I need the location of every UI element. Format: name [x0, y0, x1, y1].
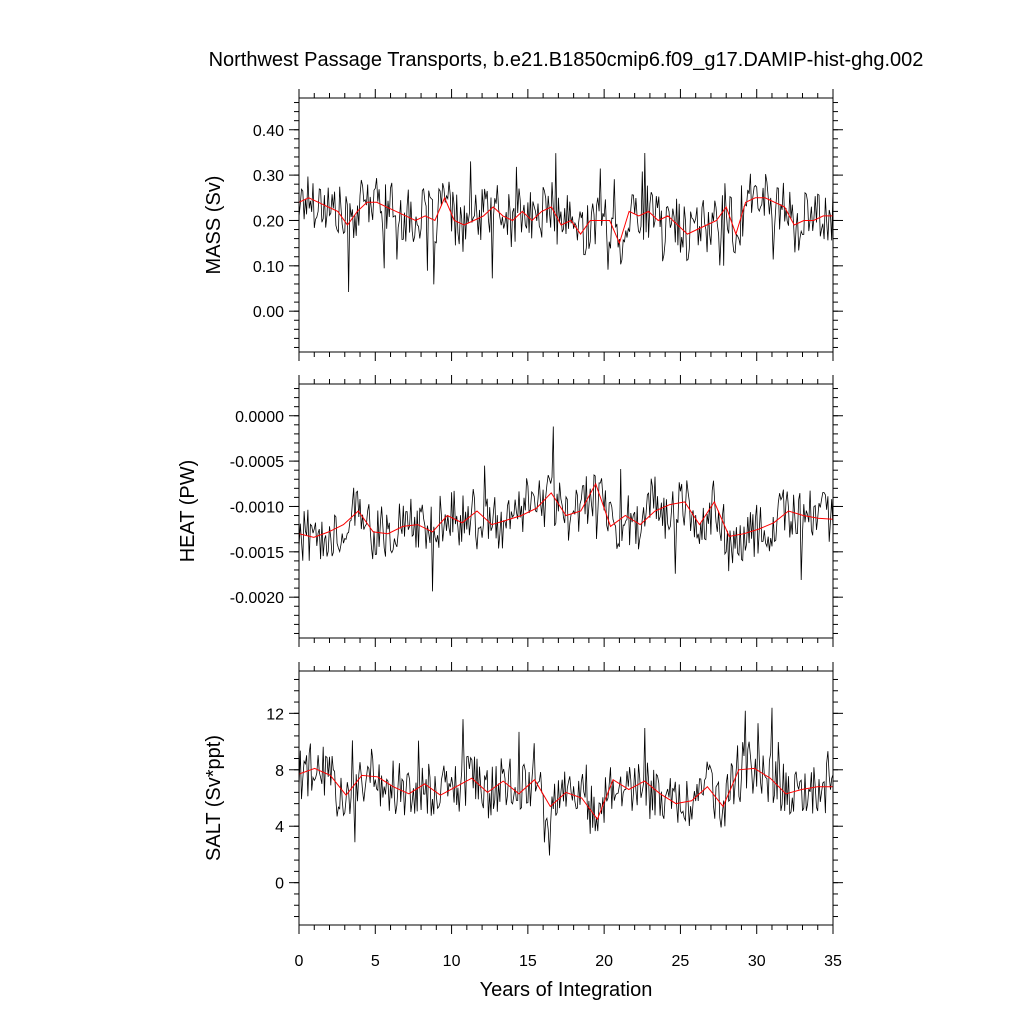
- y-axis-label: SALT (Sv*ppt): [203, 735, 225, 861]
- annual-mean-line: [299, 767, 833, 821]
- plot-frame: [298, 97, 834, 353]
- y-tick-label: -0.0020: [230, 590, 284, 607]
- y-tick-label: 12: [266, 706, 284, 723]
- monthly-series-line: [299, 707, 833, 856]
- y-tick-label: -0.0005: [230, 454, 284, 471]
- y-tick-label: -0.0010: [230, 499, 284, 516]
- chart-title: Northwest Passage Transports, b.e21.B185…: [209, 49, 924, 71]
- x-tick-label: 10: [443, 953, 461, 970]
- monthly-series-line: [299, 426, 833, 592]
- plot-frame: [298, 670, 834, 926]
- x-tick-label: 5: [371, 953, 380, 970]
- y-tick-label: 0: [275, 876, 284, 893]
- x-axis-label: Years of Integration: [480, 979, 653, 1001]
- y-tick-label: 0.10: [253, 259, 284, 276]
- annual-mean-line: [299, 482, 833, 538]
- y-axis-label: HEAT (PW): [177, 460, 199, 563]
- x-tick-label: 15: [519, 953, 537, 970]
- x-tick-label: 0: [295, 953, 304, 970]
- plot-frame: [298, 383, 834, 639]
- y-axis-label: MASS (Sv): [203, 176, 225, 275]
- y-tick-label: 0.30: [253, 168, 284, 185]
- y-tick-label: 0.40: [253, 123, 284, 140]
- x-tick-label: 25: [672, 953, 690, 970]
- y-tick-label: 0.00: [253, 304, 284, 321]
- y-tick-label: -0.0015: [230, 545, 284, 562]
- panel-1: 0.0000 -0.0005 -0.0010 -0.0015 -0.0020 HEAT (…: [177, 375, 843, 647]
- x-tick-label: 20: [595, 953, 613, 970]
- x-tick-label: 30: [748, 953, 766, 970]
- annual-mean-line: [299, 196, 833, 245]
- x-tick-label: 35: [824, 953, 842, 970]
- y-tick-label: 0.0000: [235, 409, 284, 426]
- panel-0: 0.00 0.10 0.20 0.30 0.40 MASS (Sv): [203, 89, 843, 361]
- y-tick-label: 0.20: [253, 213, 284, 230]
- y-tick-label: 8: [275, 763, 284, 780]
- panel-2: 0 4 8 12 SALT (Sv*ppt) 0 5 10 15 20 25 30 35: [203, 662, 843, 970]
- y-tick-label: 4: [275, 819, 284, 836]
